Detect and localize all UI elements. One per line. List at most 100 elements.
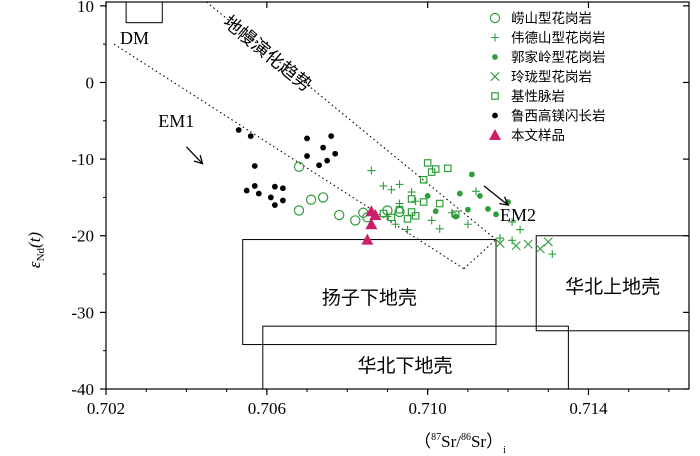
- y-axis-title-epsilon: ε: [25, 261, 44, 268]
- point-s3-6: [432, 208, 439, 215]
- annotation-arrow-em1: [185, 146, 203, 165]
- point-s6-5: [320, 144, 327, 151]
- annotation-arrowhead-em1: [193, 154, 204, 165]
- point-s2-4: [395, 180, 404, 189]
- point-s3-5: [464, 206, 471, 213]
- y-axis-title-sub: Nd: [35, 247, 47, 261]
- point-s5-14: [435, 199, 444, 208]
- point-s2-13: [463, 220, 472, 229]
- point-s1-4: [293, 205, 305, 216]
- legend-marker-2: [491, 33, 499, 42]
- y-tick-label-4: -20: [71, 227, 94, 246]
- point-s5-7: [419, 198, 428, 206]
- point-s6-3: [328, 133, 335, 140]
- legend: 崂山型花岗岩伟德山型花岗岩郭家岭型花岗岩玲珑型花岗岩基性脉岩鲁西高镁闪长岩本文样…: [489, 11, 606, 144]
- point-s2-9: [391, 220, 400, 229]
- point-s6-18: [271, 202, 278, 208]
- legend-marker-5: [491, 92, 499, 100]
- legend-label-3: 郭家岭型花岗岩: [511, 49, 606, 66]
- point-s5-10: [379, 209, 388, 218]
- region-label-3: 华北下地壳: [357, 355, 452, 377]
- point-s5-3: [443, 164, 452, 173]
- point-s5-12: [403, 215, 412, 223]
- x-tick-label-2: 0.706: [248, 399, 286, 418]
- legend-label-5: 基性脉岩: [511, 88, 565, 105]
- point-s6-6: [332, 150, 339, 157]
- point-s1-2: [317, 192, 329, 203]
- legend-label-7: 本文样品: [511, 128, 565, 144]
- point-s1-6: [350, 215, 361, 226]
- annotation-label-em1: EM1: [158, 111, 194, 131]
- point-s5-13: [411, 212, 420, 220]
- point-s5-4: [427, 168, 436, 176]
- legend-marker-1: [489, 12, 501, 24]
- point-s5-11: [387, 213, 396, 222]
- point-s6-11: [251, 183, 258, 189]
- point-s6-16: [267, 194, 274, 201]
- annotation-arrow-em2: [483, 185, 509, 206]
- point-s3-2: [468, 171, 475, 178]
- point-s6-7: [304, 153, 310, 159]
- point-s5-1: [423, 159, 432, 167]
- legend-marker-6: [492, 112, 498, 119]
- point-s2-5: [407, 188, 416, 197]
- point-s2-19: [471, 187, 480, 196]
- point-s3-10: [424, 192, 431, 199]
- point-s2-15: [516, 225, 525, 234]
- region-box-1: [125, 1, 163, 24]
- point-s5-8: [395, 205, 404, 214]
- point-s2-2: [379, 181, 388, 190]
- point-s4-1: [495, 238, 505, 248]
- x-axis-title-mid: Sr/: [441, 432, 461, 451]
- point-s4-5: [543, 237, 553, 247]
- point-s6-2: [247, 133, 254, 140]
- point-s6-4: [304, 135, 310, 142]
- legend-marker-7: [489, 129, 501, 140]
- y-tick-label-3: -10: [71, 150, 94, 169]
- point-s6-10: [251, 163, 258, 169]
- x-tick-label-3: 0.710: [409, 399, 447, 418]
- x-axis-title-open: （: [414, 432, 431, 451]
- y-tick-label-1: 10: [77, 0, 94, 16]
- legend-label-6: 鲁西高镁闪长岩: [511, 108, 606, 125]
- annotation-arrowhead-em2: [499, 196, 510, 206]
- point-s3-1: [456, 190, 463, 197]
- point-s6-14: [243, 187, 250, 194]
- legend-marker-4: [490, 71, 500, 82]
- y-tick-label-2: 0: [86, 73, 95, 92]
- point-s2-17: [508, 236, 517, 245]
- point-s3-7: [452, 213, 459, 220]
- point-s2-14: [508, 217, 517, 226]
- point-s2-12: [435, 224, 444, 233]
- point-s2-10: [403, 225, 412, 234]
- point-s5-6: [407, 195, 416, 203]
- trend-lower-line: [113, 43, 465, 270]
- point-s4-3: [523, 239, 533, 249]
- point-s6-13: [280, 185, 286, 192]
- point-s2-6: [411, 197, 420, 206]
- trend-label: 地幔演化趋势: [219, 12, 316, 97]
- point-s7-3: [365, 218, 378, 230]
- point-s5-5: [419, 175, 428, 184]
- y-tick-label-5: -30: [71, 303, 94, 322]
- x-axis-title-end: Sr）: [471, 432, 503, 451]
- point-s2-16: [496, 234, 505, 243]
- point-s6-1: [235, 127, 242, 133]
- points-layer: [235, 127, 557, 259]
- point-s6-17: [280, 197, 286, 204]
- point-s5-9: [407, 208, 416, 216]
- x-tick-label-1: 0.702: [87, 399, 125, 418]
- point-s1-1: [293, 161, 305, 172]
- x-axis-title-sub: i: [503, 445, 506, 456]
- legend-marker-3: [492, 54, 498, 60]
- region-label-4: 华北上地壳: [565, 276, 660, 298]
- point-s1-3: [305, 194, 317, 205]
- region-label-1: DM: [120, 28, 149, 48]
- point-s3-4: [485, 206, 491, 212]
- x-axis-title-sup2: 86: [461, 432, 471, 443]
- point-s6-12: [271, 183, 278, 190]
- point-s3-9: [493, 211, 499, 218]
- trend-tip-line: [463, 239, 497, 270]
